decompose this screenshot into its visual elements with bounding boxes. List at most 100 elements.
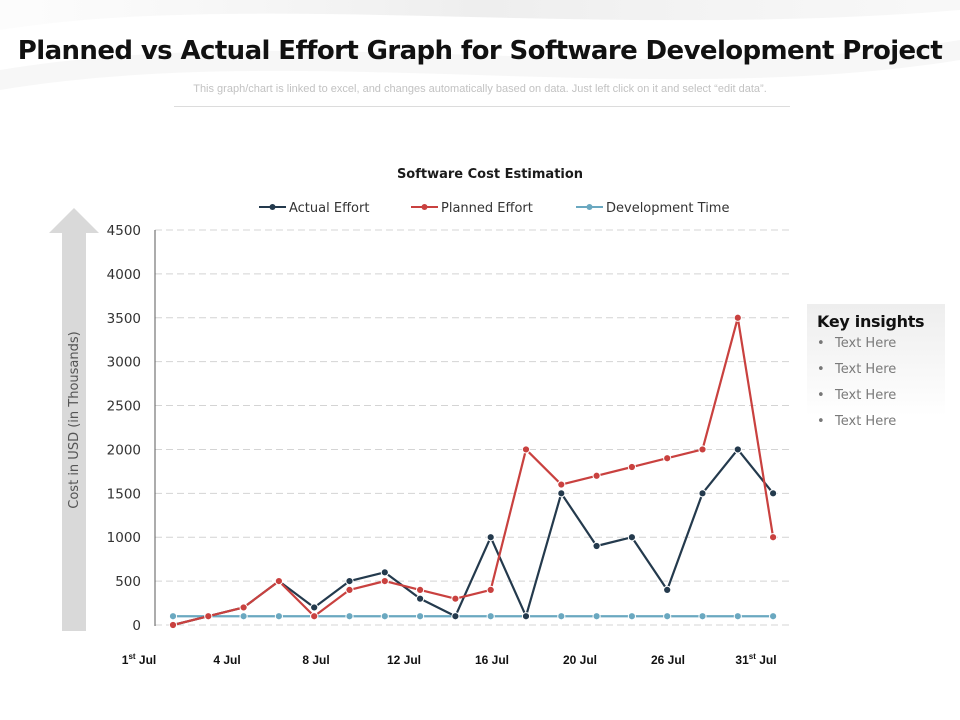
- key-insight-text: Text Here: [835, 336, 897, 351]
- legend-label: Actual Effort: [289, 201, 369, 216]
- data-point[interactable]: [486, 533, 495, 542]
- data-point[interactable]: [451, 612, 460, 621]
- key-insight-item: • Text Here: [817, 335, 945, 361]
- data-point[interactable]: [345, 585, 354, 594]
- key-insight-item: • Text Here: [817, 361, 945, 387]
- data-point[interactable]: [733, 313, 742, 322]
- x-tick-label: 4 Jul: [213, 653, 240, 667]
- key-insight-text: Text Here: [835, 362, 897, 377]
- data-point[interactable]: [698, 489, 707, 498]
- y-axis-arrow-icon: [49, 208, 99, 631]
- data-point[interactable]: [769, 612, 778, 621]
- x-tick-text: 20 Jul: [563, 653, 597, 667]
- data-point[interactable]: [451, 594, 460, 603]
- data-point[interactable]: [274, 612, 283, 621]
- data-point[interactable]: [557, 480, 566, 489]
- data-point[interactable]: [627, 612, 637, 621]
- gridlines: [155, 229, 792, 626]
- y-tick-label: 4000: [107, 267, 141, 283]
- legend-item-planned-effort[interactable]: Planned Effort: [411, 201, 533, 216]
- page-title: Planned vs Actual Effort Graph for Softw…: [17, 36, 943, 66]
- data-point[interactable]: [733, 612, 742, 621]
- data-point[interactable]: [416, 585, 425, 594]
- y-tick-label: 3500: [107, 311, 141, 327]
- x-tick-label: 8 Jul: [302, 653, 329, 667]
- y-tick-label: 0: [132, 618, 141, 634]
- page-subtitle: This graph/chart is linked to excel, and…: [193, 83, 767, 95]
- legend-item-development-time[interactable]: Development Time: [576, 201, 729, 216]
- series-planned-effort: [168, 313, 778, 630]
- data-point[interactable]: [521, 612, 531, 621]
- data-point[interactable]: [380, 612, 389, 621]
- x-tick-label: 20 Jul: [563, 653, 597, 667]
- y-axis-ticks: 0 500 1000 1500 2000 2500 3000 3500 4000 4500: [107, 223, 141, 634]
- data-point[interactable]: [733, 445, 742, 454]
- chart-title: Software Cost Estimation: [397, 167, 583, 182]
- key-insight-item: • Text Here: [817, 413, 945, 439]
- data-point[interactable]: [557, 489, 566, 498]
- series-line: [172, 316, 775, 627]
- x-tick-text: 31: [735, 653, 749, 667]
- data-point[interactable]: [557, 612, 566, 621]
- x-tick-label: 31st Jul: [735, 652, 776, 667]
- key-insights-title: Key insights: [817, 312, 925, 331]
- x-tick-suffix: Jul: [136, 653, 157, 667]
- bullet-icon: •: [817, 414, 825, 429]
- data-point[interactable]: [204, 612, 213, 621]
- data-point[interactable]: [592, 471, 601, 480]
- series-group: [168, 313, 778, 630]
- data-point[interactable]: [380, 568, 389, 577]
- data-point[interactable]: [663, 612, 672, 621]
- data-point[interactable]: [310, 603, 319, 612]
- data-point[interactable]: [769, 533, 778, 542]
- data-point[interactable]: [310, 612, 319, 621]
- legend-item-actual-effort[interactable]: Actual Effort: [259, 201, 369, 216]
- x-tick-label: 16 Jul: [475, 653, 509, 667]
- data-point[interactable]: [345, 612, 354, 621]
- data-point[interactable]: [168, 620, 178, 630]
- title-divider: [174, 106, 790, 107]
- data-point[interactable]: [239, 612, 248, 621]
- data-point[interactable]: [416, 612, 425, 621]
- x-tick-sup: st: [128, 652, 135, 661]
- x-axis-ticks: 1st Jul 4 Jul 8 Jul 12 Jul 16 Jul 20 Jul 26 Ju…: [122, 652, 777, 667]
- y-tick-label: 3000: [107, 355, 141, 371]
- x-tick-label: 12 Jul: [387, 653, 421, 667]
- data-point[interactable]: [486, 585, 495, 594]
- data-point[interactable]: [380, 577, 389, 586]
- x-tick-text: 1: [122, 653, 129, 667]
- y-axis-label: Cost in USD (in Thousands): [67, 331, 82, 508]
- data-point[interactable]: [345, 577, 354, 586]
- data-point[interactable]: [698, 445, 707, 454]
- y-tick-label: 2000: [107, 442, 141, 458]
- y-tick-label: 2500: [107, 399, 141, 415]
- key-insights-panel: Key insights • Text Here • Text Here • Text…: [807, 304, 945, 429]
- y-tick-label: 4500: [107, 223, 141, 239]
- legend-label: Development Time: [606, 201, 729, 216]
- data-point[interactable]: [663, 585, 672, 594]
- data-point[interactable]: [168, 612, 178, 621]
- data-point[interactable]: [486, 612, 495, 621]
- key-insight-item: • Text Here: [817, 387, 945, 413]
- x-tick-label: 1st Jul: [122, 652, 156, 667]
- data-point[interactable]: [663, 454, 672, 463]
- data-point[interactable]: [627, 462, 637, 472]
- data-point[interactable]: [769, 489, 778, 498]
- data-point[interactable]: [592, 541, 601, 551]
- bullet-icon: •: [817, 362, 825, 377]
- x-tick-text: 4 Jul: [213, 653, 240, 667]
- data-point[interactable]: [274, 577, 283, 586]
- data-point[interactable]: [239, 603, 248, 612]
- data-point[interactable]: [698, 612, 707, 621]
- y-tick-label: 500: [115, 574, 141, 590]
- data-point[interactable]: [627, 533, 637, 542]
- data-point[interactable]: [521, 445, 531, 454]
- data-point[interactable]: [592, 612, 601, 621]
- x-tick-label: 26 Jul: [651, 653, 685, 667]
- y-tick-label: 1000: [107, 530, 141, 546]
- data-point[interactable]: [416, 594, 425, 603]
- legend-label: Planned Effort: [441, 201, 533, 216]
- x-tick-sup: st: [749, 652, 756, 661]
- key-insights-list: • Text Here • Text Here • Text Here • Text H…: [817, 335, 945, 439]
